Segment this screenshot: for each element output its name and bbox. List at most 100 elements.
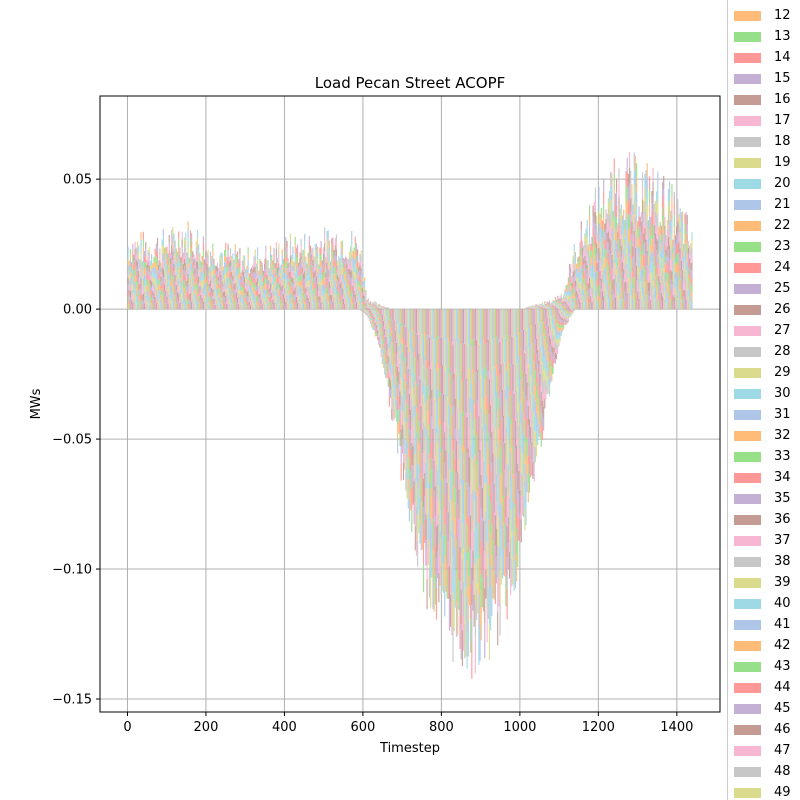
bar-segment	[222, 292, 225, 297]
bar-segment	[490, 373, 492, 406]
bar-segment	[192, 303, 194, 310]
bar-segment	[327, 238, 329, 247]
bar-segment	[358, 295, 360, 300]
bar-segment	[220, 292, 222, 298]
bar-segment	[364, 296, 366, 300]
bar-segment	[537, 349, 539, 364]
bar-segment	[229, 303, 232, 310]
bar-segment	[315, 302, 318, 310]
bar-segment	[235, 303, 237, 310]
bar-segment	[332, 237, 334, 245]
bar-segment	[563, 300, 565, 303]
bar-segment	[259, 283, 261, 289]
bar-segment	[486, 442, 488, 476]
bar-segment	[482, 369, 485, 400]
bar-segment	[346, 258, 348, 264]
bar-segment	[586, 264, 588, 274]
bar-segment	[596, 243, 598, 253]
bar-segment	[359, 259, 361, 265]
bar-segment	[314, 296, 316, 303]
bar-segment	[262, 305, 265, 310]
bar-segment	[163, 272, 166, 279]
bar-segment	[246, 287, 248, 292]
bar-segment	[561, 303, 564, 305]
bar-segment	[368, 307, 370, 309]
bar-segment	[560, 309, 562, 312]
bar-segment	[564, 307, 566, 310]
bar-segment	[295, 253, 298, 260]
bar-segment	[614, 262, 617, 275]
bar-segment	[275, 289, 277, 296]
bar-segment	[366, 309, 368, 311]
bar-segment	[253, 293, 255, 299]
bar-segment	[165, 284, 167, 291]
bar-segment	[554, 330, 556, 337]
bar-segment	[606, 280, 608, 291]
bar-segment	[438, 309, 440, 339]
bar-segment	[471, 641, 473, 679]
bar-segment	[239, 266, 241, 273]
bar-segment	[272, 279, 274, 285]
bar-segment	[565, 306, 567, 310]
bar-segment	[470, 583, 472, 619]
bar-segment	[399, 391, 401, 406]
bar-segment	[485, 395, 487, 425]
bar-segment	[231, 282, 233, 288]
bar-segment	[498, 398, 500, 429]
bar-segment	[377, 309, 379, 313]
bar-segment	[311, 284, 313, 291]
bar-segment	[561, 315, 564, 319]
bar-segment	[550, 367, 552, 376]
bar-segment	[515, 418, 518, 446]
bar-segment	[478, 415, 480, 452]
bar-segment	[273, 260, 275, 267]
bar-segment	[400, 377, 402, 395]
bar-segment	[551, 308, 553, 310]
bar-segment	[246, 296, 248, 301]
bar-segment	[612, 240, 614, 251]
bar-segment	[540, 304, 542, 305]
bar-segment	[201, 271, 203, 278]
bar-segment	[224, 255, 226, 262]
bar-segment	[186, 269, 188, 276]
bar-segment	[583, 290, 585, 297]
bar-segment	[466, 524, 468, 561]
bar-segment	[434, 338, 436, 369]
bar-segment	[182, 303, 184, 310]
bar-segment	[346, 263, 348, 269]
bar-segment	[520, 309, 522, 333]
bar-segment	[252, 278, 254, 283]
bar-segment	[541, 308, 544, 310]
bar-segment	[227, 283, 229, 290]
bar-segment	[189, 238, 192, 247]
bar-segment	[360, 291, 362, 298]
bar-segment	[235, 281, 237, 288]
bar-segment	[378, 304, 380, 306]
bar-segment	[393, 342, 395, 354]
bar-segment	[545, 354, 547, 364]
bar-segment	[147, 303, 149, 310]
bar-segment	[520, 402, 522, 426]
bar-segment	[447, 309, 449, 339]
bar-segment	[331, 252, 333, 260]
bar-segment	[623, 239, 625, 250]
bar-segment	[318, 282, 320, 287]
bar-segment	[191, 248, 193, 257]
bar-segment	[590, 263, 592, 271]
bar-segment	[441, 450, 443, 479]
bar-segment	[235, 259, 237, 265]
bar-segment	[260, 261, 262, 266]
bar-segment	[405, 381, 407, 400]
bar-segment	[548, 370, 551, 379]
bar-segment	[131, 266, 133, 272]
bar-segment	[189, 293, 192, 302]
bar-segment	[255, 286, 257, 291]
bar-segment	[485, 482, 487, 512]
bar-segment	[186, 275, 188, 281]
bar-segment	[203, 259, 206, 265]
bar-segment	[369, 301, 372, 303]
bar-segment	[241, 289, 243, 295]
bar-segment	[460, 414, 462, 450]
bar-segment	[604, 257, 606, 267]
bar-segment	[169, 252, 172, 259]
